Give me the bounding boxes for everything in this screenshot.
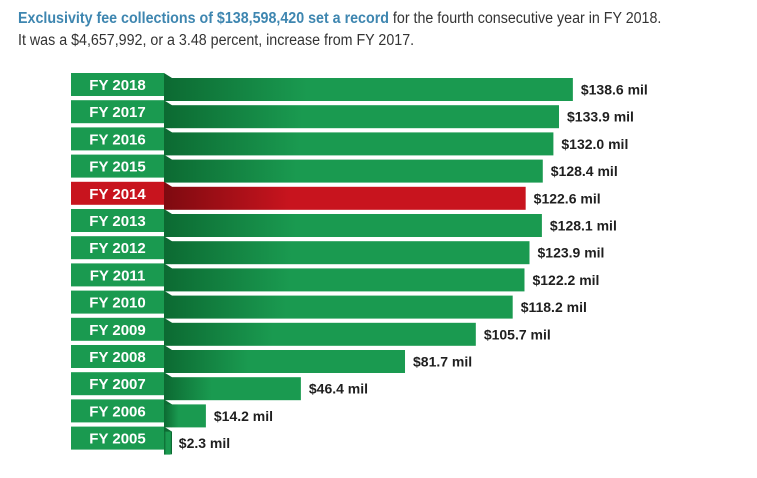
bar-fy-2014 xyxy=(164,186,526,210)
category-label-fy-2014: FY 2014 xyxy=(89,186,146,203)
bar-fy-2016 xyxy=(164,132,554,156)
category-label-fy-2018: FY 2018 xyxy=(89,77,145,94)
category-box-fy-2010 xyxy=(71,290,164,314)
category-label-fy-2011: FY 2011 xyxy=(90,267,146,284)
value-label-fy-2015: $128.4 mil xyxy=(551,163,618,179)
value-label-fy-2017: $133.9 mil xyxy=(567,109,634,125)
bar-fy-2018 xyxy=(164,78,573,101)
bar-fy-2008 xyxy=(164,350,406,373)
value-label-fy-2016: $132.0 mil xyxy=(561,136,628,152)
bar-fy-2006 xyxy=(164,404,206,428)
bar-fy-2007 xyxy=(164,377,301,401)
category-label-fy-2013: FY 2013 xyxy=(89,213,145,230)
category-box-fy-2017 xyxy=(71,100,164,124)
category-box-fy-2008 xyxy=(71,345,164,368)
category-box-fy-2016 xyxy=(71,127,164,151)
category-label-fy-2009: FY 2009 xyxy=(89,322,145,339)
category-label-fy-2008: FY 2008 xyxy=(89,349,145,366)
bar-fy-2017 xyxy=(164,105,560,129)
value-label-fy-2011: $122.2 mil xyxy=(532,272,599,288)
bar-fy-2009 xyxy=(164,322,476,346)
bar-fy-2012 xyxy=(164,241,530,265)
category-box-fy-2014 xyxy=(71,181,164,205)
category-box-fy-2006 xyxy=(71,399,164,423)
value-label-fy-2008: $81.7 mil xyxy=(413,354,472,370)
value-label-fy-2010: $118.2 mil xyxy=(521,299,587,315)
category-label-fy-2017: FY 2017 xyxy=(89,104,145,121)
category-box-fy-2012 xyxy=(71,236,164,260)
bar-fy-2005 xyxy=(164,431,171,455)
category-label-fy-2010: FY 2010 xyxy=(89,295,145,312)
category-label-fy-2012: FY 2012 xyxy=(89,240,145,257)
bar-fy-2015 xyxy=(164,159,543,183)
category-box-fy-2009 xyxy=(71,317,164,341)
headline: Exclusivity fee collections of $138,598,… xyxy=(18,8,671,52)
category-label-fy-2005: FY 2005 xyxy=(89,431,145,448)
value-label-fy-2013: $128.1 mil xyxy=(550,218,617,234)
category-box-fy-2005 xyxy=(71,426,164,450)
category-label-fy-2007: FY 2007 xyxy=(89,376,145,393)
value-label-fy-2012: $123.9 mil xyxy=(538,245,605,261)
value-label-fy-2009: $105.7 mil xyxy=(484,326,551,342)
category-box-fy-2007 xyxy=(71,372,164,396)
category-label-fy-2006: FY 2006 xyxy=(89,403,145,420)
category-label-fy-2016: FY 2016 xyxy=(89,131,145,148)
bar-fy-2011 xyxy=(164,268,525,292)
category-box-fy-2013 xyxy=(71,209,164,232)
category-box-fy-2011 xyxy=(71,263,164,287)
value-label-fy-2018: $138.6 mil xyxy=(581,82,648,98)
bar-fy-2010 xyxy=(164,295,513,319)
value-label-fy-2005: $2.3 mil xyxy=(179,435,230,451)
category-box-fy-2018 xyxy=(71,73,164,96)
value-label-fy-2007: $46.4 mil xyxy=(309,381,368,397)
value-label-fy-2006: $14.2 mil xyxy=(214,408,273,424)
value-label-fy-2014: $122.6 mil xyxy=(534,190,601,206)
category-box-fy-2015 xyxy=(71,154,164,178)
category-label-fy-2015: FY 2015 xyxy=(89,159,145,176)
bar-fy-2013 xyxy=(164,214,542,237)
headline-lead: Exclusivity fee collections of $138,598,… xyxy=(18,10,389,27)
headline-rest: for the fourth consecutive year in FY 20… xyxy=(18,10,662,49)
